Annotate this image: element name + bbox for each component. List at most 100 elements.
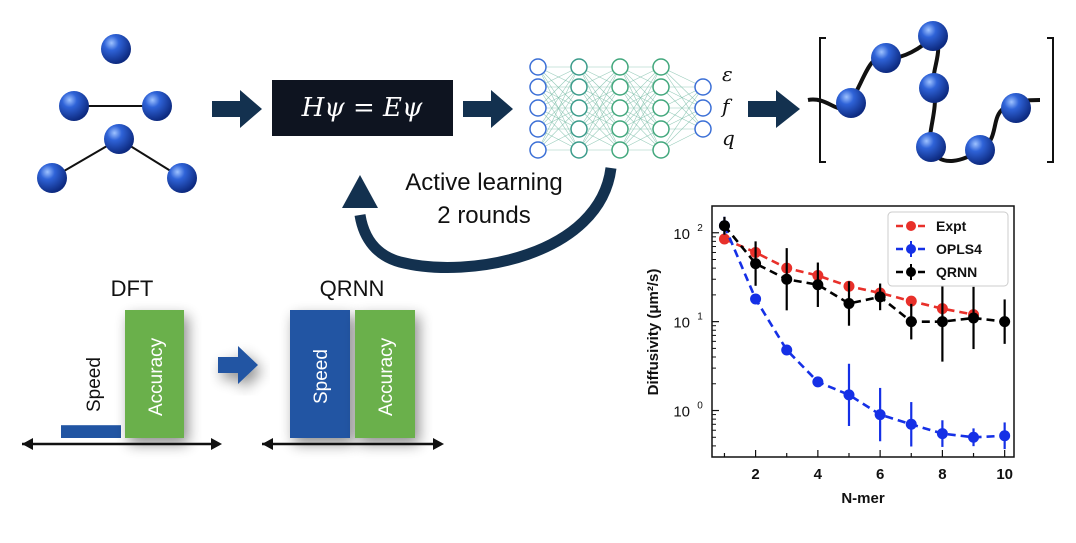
legend-label: Expt [936,218,967,234]
atom-icon [101,34,131,64]
atom-icon [59,91,89,121]
nn-node [529,99,547,117]
data-point [750,293,762,305]
series-line [723,225,1005,439]
data-point [781,344,793,356]
nn-connection [619,86,662,151]
data-point [812,376,824,388]
small-molecules [37,34,197,193]
active-learning-label: Active learning [405,169,562,196]
series-opls4 [718,216,1011,450]
legend-label: OPLS4 [936,241,982,257]
data-point [999,430,1011,442]
nn-connection [660,107,704,151]
diffusivity-chart: 10 0 10 1 10 2 2 4 6 8 10 N-mer Diffusivity (μm²/… [645,205,1015,507]
atom-icon [1001,93,1031,123]
nn-node [570,141,588,159]
neural-network-icon [529,58,712,159]
nn-connection [578,66,621,130]
x-axis-label: N-mer [841,490,885,507]
dft-accuracy-label: Accuracy [146,337,167,416]
x-tick-label: 2 [751,466,759,483]
nn-connection [660,86,704,151]
y-tick-exponent: 1 [697,312,703,323]
nn-node [529,58,547,76]
data-point [999,316,1011,328]
nn-node [570,99,588,117]
y-axis-label: Diffusivity (μm²/s) [645,269,662,396]
y-axis: 10 0 10 1 10 2 [673,223,719,458]
equation-box [272,80,453,136]
flow-arrow-icon [463,90,513,128]
dft-title: DFT [111,276,154,301]
nn-connection [537,66,580,109]
x-tick-label: 6 [876,466,884,483]
nn-node [570,78,588,96]
data-point [812,279,824,291]
data-point [781,273,793,285]
active-learning-rounds: 2 rounds [437,202,530,229]
dft-accuracy-bar [125,310,184,438]
data-point [968,431,980,443]
nn-connection [537,86,580,151]
nn-connection [619,66,662,109]
atom-icon [965,135,995,165]
nn-node [529,78,547,96]
nn-node [611,99,629,117]
legend-marker [906,221,916,231]
nn-node [611,141,629,159]
improvement-arrow-icon [218,346,258,384]
dft-speed-label: Speed [84,357,105,412]
dft-speed-bar [61,425,121,438]
data-point [936,316,948,328]
nn-connection [660,66,704,130]
chart-legend: Expt OPLS4 QRNN [887,211,1009,287]
data-point [968,312,980,324]
data-point [750,258,762,270]
nn-node [611,78,629,96]
nn-connection [537,66,580,151]
nn-connection [619,107,662,151]
nn-node [694,78,712,96]
y-tick-label: 10 [673,404,690,421]
nn-connection [537,66,580,130]
qrnn-accuracy-bar [355,310,415,438]
atom-icon [104,124,134,154]
chart-series [718,216,1011,450]
nn-node [652,58,670,76]
atom-icon [871,43,901,73]
flow-arrow-icon [748,90,800,128]
nn-node [611,120,629,138]
nn-node [652,78,670,96]
nn-node [694,99,712,117]
atom-icon [142,91,172,121]
data-point [718,233,730,245]
atom-icon [918,21,948,51]
qrnn-accuracy-label: Accuracy [376,337,397,416]
active-learning-loop-arrow-icon [354,167,617,273]
x-tick-label: 4 [814,466,823,483]
x-tick-label: 8 [938,466,946,483]
y-tick-label: 10 [673,315,690,332]
data-point [843,389,855,401]
data-point [718,220,730,232]
atom-icon [836,88,866,118]
qrnn-speed-bar [290,310,350,438]
data-point [905,418,917,430]
x-axis: 2 4 6 8 10 [723,450,1013,483]
atom-icon [916,132,946,162]
legend-label: QRNN [936,264,977,280]
nn-connection [578,66,621,151]
nn-connection [619,66,662,151]
atom-icon [919,73,949,103]
atom-icon [37,163,67,193]
nn-connection [660,86,704,130]
x-tick-label: 10 [996,466,1013,483]
nn-connection [537,107,580,151]
nn-output-charge: q [722,126,735,150]
data-point [905,316,917,328]
polymer-chain [807,21,1054,165]
nn-node [529,120,547,138]
qrnn-comparison: QRNN Speed Accuracy [262,276,444,450]
